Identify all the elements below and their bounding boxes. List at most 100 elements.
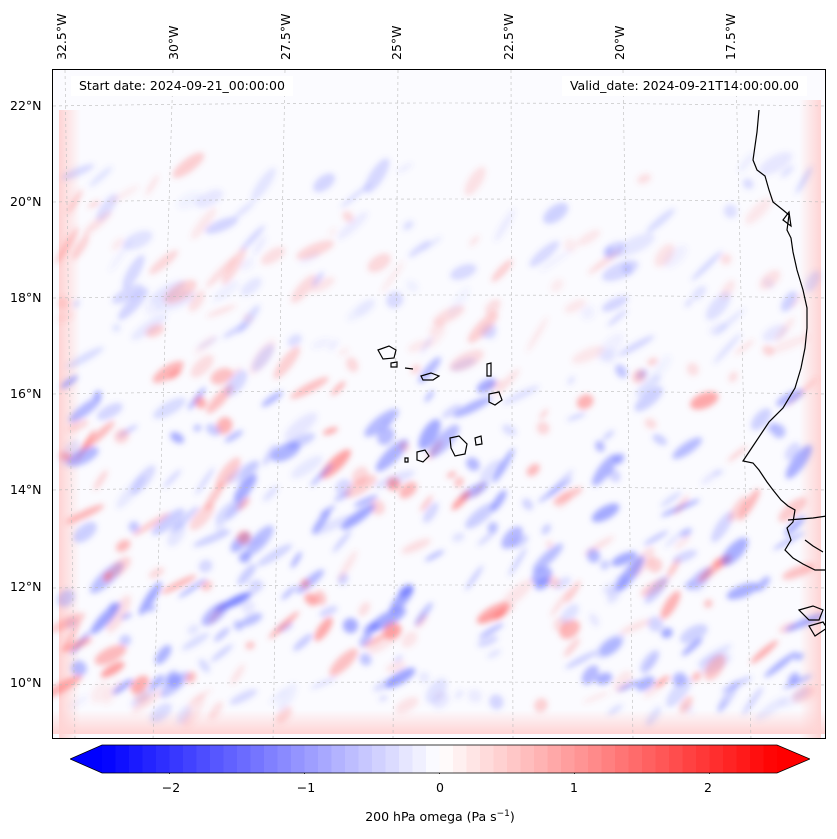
descent-anomaly [395, 696, 419, 714]
descent-anomaly [65, 504, 105, 524]
colorbar-level [574, 745, 589, 773]
ascent-anomaly [215, 498, 244, 524]
descent-anomaly [674, 495, 689, 515]
ascent-anomaly [90, 602, 121, 635]
ascent-anomaly [67, 446, 99, 467]
ascent-anomaly [600, 560, 610, 570]
descent-anomaly [205, 256, 237, 288]
colorbar-tick-label: −2 [161, 780, 181, 795]
ascent-anomaly [672, 549, 698, 563]
ascent-anomaly [112, 323, 121, 332]
lat-label-16n: 16°N [10, 386, 42, 401]
colorbar-level [520, 745, 535, 773]
colorbar-level [385, 745, 400, 773]
colorbar-level [331, 745, 346, 773]
ascent-anomaly [252, 235, 267, 256]
ascent-anomaly [643, 530, 669, 546]
descent-anomaly [133, 688, 149, 703]
ascent-anomaly [364, 158, 390, 194]
ascent-anomaly [691, 285, 707, 301]
colorbar-level [534, 745, 549, 773]
map-panel: Start date: 2024-09-21_00:00:00 Valid_da… [52, 69, 826, 739]
ascent-anomaly [672, 437, 703, 460]
ascent-anomaly [247, 579, 261, 587]
ascent-anomaly [780, 165, 794, 178]
descent-anomaly [367, 253, 391, 273]
ascent-anomaly [71, 660, 87, 677]
ascent-anomaly [73, 300, 80, 308]
ascent-anomaly [240, 225, 266, 251]
ascent-anomaly [784, 515, 805, 536]
ascent-anomaly [738, 151, 756, 173]
descent-anomaly [100, 661, 125, 678]
descent-anomaly [399, 441, 410, 452]
ascent-anomaly [341, 503, 376, 530]
colorbar-level [210, 745, 225, 773]
ascent-anomaly [332, 530, 352, 553]
ascent-anomaly [645, 706, 662, 727]
colorbar-level [277, 745, 292, 773]
descent-anomaly [632, 369, 646, 384]
colorbar-levels [102, 745, 778, 773]
descent-anomaly [132, 512, 170, 537]
colorbar-level [196, 745, 211, 773]
descent-anomaly [229, 367, 242, 376]
lat-label-18n: 18°N [10, 290, 42, 305]
colorbar-level [223, 745, 238, 773]
ascent-anomaly [742, 686, 764, 716]
descent-anomaly [446, 471, 457, 479]
ascent-anomaly [680, 527, 692, 538]
descent-anomaly [750, 640, 779, 664]
ascent-anomaly [171, 506, 199, 533]
ascent-anomaly [122, 254, 145, 290]
ascent-anomaly [441, 403, 462, 419]
ascent-anomaly [116, 474, 146, 509]
descent-anomaly [210, 367, 233, 385]
descent-anomaly [734, 339, 755, 355]
ascent-anomaly [319, 605, 338, 618]
descent-anomaly [674, 535, 691, 550]
ascent-anomaly [529, 240, 560, 267]
ascent-anomaly [616, 555, 645, 591]
descent-anomaly [87, 200, 101, 208]
ascent-anomaly [287, 334, 302, 347]
descent-anomaly [64, 452, 72, 461]
colorbar-level [142, 745, 157, 773]
descent-anomaly [215, 457, 241, 490]
descent-anomaly [576, 394, 594, 410]
descent-anomaly [380, 261, 405, 293]
colorbar-tick-label: −1 [296, 780, 316, 795]
ascent-anomaly [149, 674, 164, 690]
ascent-anomaly [245, 582, 265, 597]
descent-anomaly [383, 622, 401, 640]
ascent-anomaly [742, 178, 754, 190]
colorbar-level [291, 745, 306, 773]
descent-anomaly [62, 637, 93, 652]
descent-anomaly [57, 297, 70, 310]
ascent-anomaly [622, 263, 633, 275]
ascent-anomaly [195, 467, 215, 496]
ascent-anomaly [359, 653, 372, 666]
ascent-anomaly [210, 644, 234, 662]
descent-anomaly [344, 475, 377, 498]
map-gridlines [53, 70, 825, 738]
ascent-anomaly [560, 603, 579, 624]
descent-anomaly [467, 311, 499, 343]
ascent-anomaly [233, 201, 255, 219]
ascent-anomaly [477, 529, 497, 546]
descent-anomaly [427, 324, 447, 348]
descent-anomaly [647, 357, 658, 366]
descent-anomaly [775, 317, 795, 342]
descent-anomaly [338, 347, 350, 356]
descent-anomaly [145, 174, 159, 196]
descent-anomaly [745, 197, 772, 225]
ascent-anomaly [592, 453, 618, 486]
descent-anomaly [168, 369, 182, 380]
descent-anomaly [469, 235, 480, 247]
ascent-anomaly [785, 444, 812, 479]
descent-anomaly [728, 371, 738, 383]
ascent-anomaly [155, 644, 172, 665]
descent-anomaly [216, 417, 233, 435]
descent-anomaly [208, 701, 223, 720]
ascent-anomaly [277, 682, 298, 712]
